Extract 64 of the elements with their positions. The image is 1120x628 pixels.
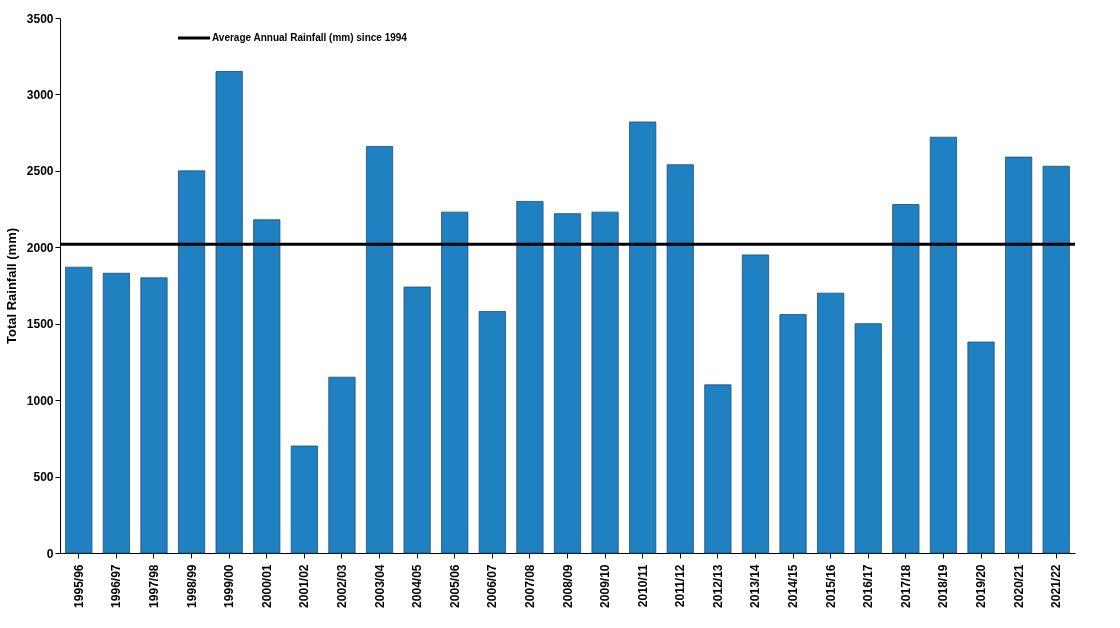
x-tick-label: 2008/09: [560, 564, 575, 608]
x-tick-label: 2004/05: [410, 564, 425, 608]
bar: [65, 266, 93, 554]
y-tick-label: 3500: [26, 11, 54, 26]
bar: [967, 341, 995, 554]
x-tick-label: 2019/20: [974, 564, 989, 608]
x-tick-label: 2018/19: [936, 564, 951, 608]
bar: [704, 384, 732, 554]
x-tick-label: 2005/06: [447, 564, 462, 608]
legend-label: Average Annual Rainfall (mm) since 1994: [212, 32, 408, 43]
x-tick-label: 2017/18: [898, 564, 913, 608]
bar: [741, 254, 770, 554]
x-tick-label: 1996/97: [109, 564, 124, 608]
bar: [441, 211, 469, 554]
x-tick-label: 1997/98: [146, 564, 161, 608]
bar: [516, 201, 544, 554]
x-tick-label: 2013/14: [748, 564, 763, 608]
x-tick-label: 2010/11: [635, 564, 650, 608]
x-tick-label: 2003/04: [372, 564, 387, 608]
bar: [629, 121, 657, 554]
bar: [328, 376, 356, 554]
bar: [253, 219, 281, 554]
bar: [854, 323, 882, 554]
y-tick-label: 1000: [26, 393, 54, 408]
bar: [365, 146, 394, 554]
x-tick-label: 1995/96: [71, 564, 86, 608]
x-tick-label: 2001/02: [297, 564, 312, 608]
bar: [478, 311, 506, 554]
bar: [892, 204, 920, 554]
y-tick-label: 2000: [26, 240, 54, 255]
y-tick-label: 0: [46, 546, 54, 561]
bar: [1042, 165, 1070, 554]
bar: [817, 292, 845, 554]
x-tick-label: 2014/15: [786, 564, 801, 608]
x-tick-label: 2011/12: [673, 564, 688, 608]
bar: [140, 277, 168, 554]
x-tick-label: 1998/99: [184, 564, 199, 608]
x-tick-label: 2002/03: [334, 564, 349, 608]
bar: [178, 170, 206, 554]
y-axis-title: Total Rainfall (mm): [3, 227, 19, 345]
bar: [779, 314, 807, 554]
bar: [215, 71, 243, 554]
bar: [1005, 156, 1033, 554]
bar: [929, 136, 957, 554]
y-tick-label: 2500: [26, 164, 54, 179]
bar: [102, 272, 130, 554]
x-tick-label: 2000/01: [259, 564, 274, 608]
bar: [290, 445, 318, 554]
x-tick-label: 2006/07: [485, 564, 500, 608]
bar: [403, 286, 431, 554]
bar: [591, 211, 619, 554]
x-tick-label: 2021/22: [1049, 564, 1064, 608]
x-tick-label: 2020/21: [1011, 564, 1026, 608]
x-tick-label: 1999/00: [222, 564, 237, 608]
bar: [553, 213, 582, 554]
x-tick-label: 2016/17: [861, 564, 876, 608]
x-tick-label: 2015/16: [823, 564, 838, 608]
bar: [666, 164, 694, 554]
y-tick-label: 500: [33, 470, 54, 485]
x-tick-label: 2012/13: [710, 564, 725, 608]
y-tick-label: 3000: [26, 87, 54, 102]
x-tick-label: 2009/10: [598, 564, 613, 608]
x-tick-label: 2007/08: [522, 564, 537, 608]
y-tick-label: 1500: [26, 317, 54, 332]
